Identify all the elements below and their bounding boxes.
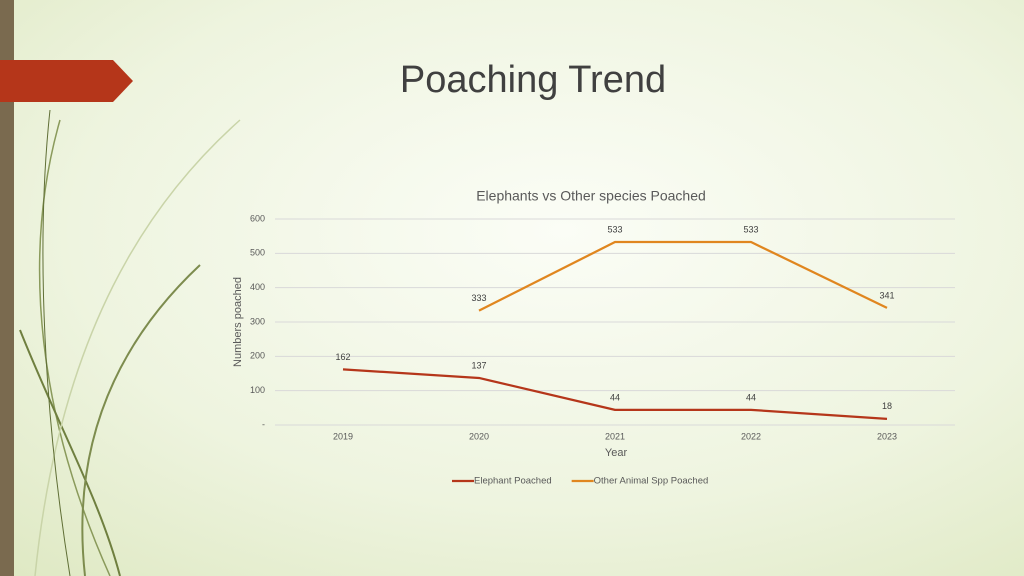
y-tick-label: - — [262, 419, 265, 429]
x-tick-label: 2019 — [333, 431, 353, 441]
title-tab — [0, 60, 133, 102]
legend-label: Elephant Poached — [474, 476, 552, 487]
data-label: 44 — [610, 392, 620, 402]
x-axis-label: Year — [605, 447, 628, 459]
y-tick-label: 100 — [250, 385, 265, 395]
data-label: 533 — [743, 224, 758, 234]
x-tick-label: 2021 — [605, 431, 625, 441]
decoration — [19, 109, 241, 576]
y-tick-label: 600 — [250, 213, 265, 223]
y-tick-label: 300 — [250, 316, 265, 326]
data-label: 18 — [882, 401, 892, 411]
data-label: 341 — [879, 290, 894, 300]
slide-title: Poaching Trend — [400, 59, 666, 101]
y-tick-label: 500 — [250, 248, 265, 258]
x-tick-label: 2020 — [469, 431, 489, 441]
chart-title: Elephants vs Other species Poached — [476, 188, 706, 204]
legend-label: Other Animal Spp Poached — [594, 476, 709, 487]
y-tick-label: 200 — [250, 351, 265, 361]
data-label: 333 — [471, 293, 486, 303]
data-label: 137 — [471, 360, 486, 370]
series-line — [478, 240, 888, 312]
data-label: 162 — [335, 352, 350, 362]
y-tick-label: 400 — [250, 282, 265, 292]
data-label: 533 — [607, 224, 622, 234]
x-tick-label: 2022 — [741, 431, 761, 441]
data-label: 44 — [746, 392, 756, 402]
y-axis-label: Numbers poached — [232, 277, 244, 367]
x-tick-label: 2023 — [877, 431, 897, 441]
side-bar — [0, 0, 14, 576]
series-line — [342, 368, 888, 420]
